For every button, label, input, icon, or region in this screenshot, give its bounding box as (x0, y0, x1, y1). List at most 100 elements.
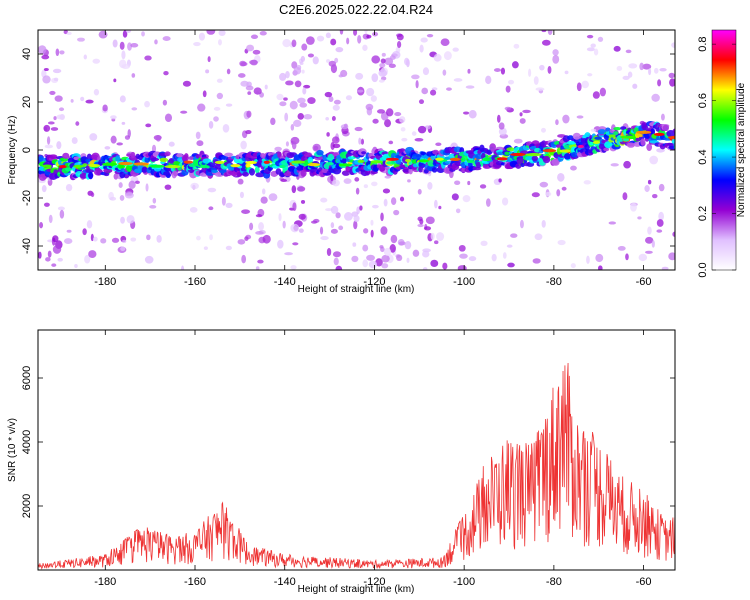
spectral-speckle (237, 73, 246, 78)
spectral-speckle (534, 233, 543, 241)
spectral-speckle (225, 245, 232, 251)
spectral-ridge-cell (248, 168, 256, 176)
y-tick-label: 6000 (21, 366, 33, 390)
spectral-core-cell (198, 164, 210, 169)
spectral-speckle (344, 123, 348, 128)
spectral-speckle (332, 143, 341, 149)
spectral-speckle (59, 50, 65, 55)
spectral-speckle (434, 199, 438, 209)
spectral-speckle (319, 226, 324, 235)
spectral-core-cell (42, 164, 52, 168)
spectral-speckle (240, 140, 247, 150)
spectral-speckle (51, 263, 57, 267)
spectral-speckle (260, 196, 268, 204)
spectral-speckle (404, 57, 410, 66)
spectral-speckle (434, 240, 439, 245)
spectral-ridge-cell (605, 127, 611, 132)
snr-x-ticks: -180 -160 -140 -120 -100 -80 -60 (94, 330, 652, 588)
spectral-speckle (507, 262, 515, 268)
spectral-ridge-cell (635, 137, 641, 142)
spectral-speckle (52, 68, 62, 74)
spectral-speckle (330, 141, 335, 150)
spectrogram-y-ticks: -40 -20 0 20 40 (21, 48, 675, 254)
spectral-speckle (335, 212, 341, 219)
spectral-speckle (77, 37, 85, 42)
spectral-speckle (292, 242, 299, 246)
spectral-speckle (90, 192, 95, 198)
spectral-ridge-cell (520, 162, 525, 167)
spectral-speckle (41, 185, 47, 193)
spectral-ridge-cell (613, 126, 622, 131)
spectral-speckle (433, 53, 442, 62)
spectrogram-y-label: Frequency (Hz) (7, 116, 18, 185)
spectral-speckle (379, 62, 386, 68)
spectral-speckle (209, 234, 213, 241)
colorbar-tick-label: 0.2 (697, 206, 709, 221)
y-tick-label: 4000 (21, 430, 33, 454)
spectral-speckle (597, 265, 603, 270)
spectral-speckle (468, 256, 477, 262)
spectral-speckle (438, 205, 442, 210)
spectral-speckle (380, 58, 386, 64)
spectral-speckle (535, 87, 545, 91)
spectral-speckle (599, 87, 606, 97)
spectral-speckle (562, 114, 570, 124)
spectral-core-cell (245, 161, 257, 165)
spectral-speckle (479, 184, 487, 189)
spectral-core-cell (279, 164, 286, 169)
spectral-speckle (625, 49, 632, 54)
spectral-speckle (58, 107, 65, 112)
spectral-core-cell (164, 165, 181, 169)
spectral-speckle (66, 31, 72, 36)
spectral-speckle (274, 146, 282, 152)
spectral-core-cell (230, 164, 241, 168)
spectral-ridge-cell (402, 168, 411, 173)
spectral-speckle (590, 43, 596, 48)
x-tick-label: -160 (184, 276, 206, 288)
spectral-core-cell (542, 148, 557, 153)
spectral-ridge-cell (211, 169, 219, 174)
spectral-speckle (493, 68, 501, 72)
x-tick-label: -60 (636, 576, 652, 588)
spectral-speckle (135, 180, 140, 185)
spectral-speckle (363, 228, 369, 234)
spectral-speckle (388, 63, 396, 68)
colorbar-gradient (712, 30, 736, 270)
spectral-ridge-cell (626, 142, 635, 148)
spectral-speckle (485, 198, 491, 207)
spectral-speckle (415, 80, 419, 89)
spectral-speckle (531, 192, 540, 198)
x-tick-label: -100 (453, 576, 475, 588)
spectral-speckle (239, 191, 244, 199)
spectral-speckle (218, 30, 226, 37)
spectral-speckle (126, 215, 135, 224)
spectral-speckle (398, 241, 406, 246)
spectral-speckle (56, 114, 65, 120)
spectral-speckle (110, 135, 117, 144)
spectral-ridge-cell (173, 161, 181, 166)
spectral-speckle (586, 34, 594, 39)
spectral-speckle (442, 69, 447, 76)
spectral-speckle (652, 193, 658, 199)
spectral-speckle (338, 74, 344, 78)
spectral-ridge-cell (525, 156, 534, 161)
spectral-speckle (370, 95, 377, 102)
spectral-speckle (422, 67, 430, 76)
spectral-speckle (86, 220, 93, 229)
spectral-speckle (241, 209, 251, 214)
spectral-speckle (498, 122, 505, 130)
spectral-speckle (393, 209, 400, 216)
spectral-speckle (125, 30, 132, 34)
spectral-speckle (451, 193, 459, 201)
spectral-speckle (290, 265, 297, 270)
spectral-ridge-cell (420, 151, 427, 156)
spectral-speckle (467, 68, 471, 74)
spectral-ridge-cell (184, 153, 189, 159)
spectral-ridge-cell (88, 171, 94, 180)
spectral-speckle (658, 211, 664, 221)
spectral-speckle (43, 124, 51, 132)
spectral-speckle (505, 85, 511, 93)
spectral-speckle (279, 72, 287, 81)
spectral-speckle (362, 259, 369, 268)
colorbar-tick-label: 0.8 (697, 36, 709, 51)
